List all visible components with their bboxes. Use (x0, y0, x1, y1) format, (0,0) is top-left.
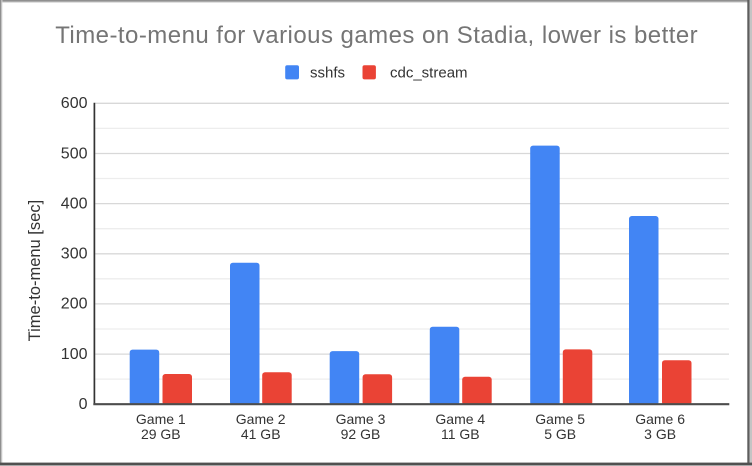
svg-text:200: 200 (61, 296, 88, 313)
svg-text:600: 600 (61, 95, 88, 112)
svg-text:100: 100 (61, 346, 88, 363)
svg-text:92 GB: 92 GB (341, 426, 381, 442)
svg-text:Game 3: Game 3 (336, 411, 386, 427)
svg-text:Game 6: Game 6 (635, 411, 685, 427)
svg-text:5 GB: 5 GB (544, 426, 576, 442)
svg-text:Time-to-menu for various games: Time-to-menu for various games on Stadia… (55, 22, 698, 49)
svg-text:29 GB: 29 GB (141, 426, 181, 442)
svg-text:cdc_stream: cdc_stream (390, 65, 468, 82)
svg-text:Game 4: Game 4 (435, 411, 485, 427)
svg-text:3 GB: 3 GB (644, 426, 676, 442)
svg-text:41 GB: 41 GB (241, 426, 281, 442)
svg-text:300: 300 (61, 246, 88, 263)
svg-text:0: 0 (79, 396, 88, 413)
svg-text:400: 400 (61, 195, 88, 212)
svg-text:Game 5: Game 5 (535, 411, 585, 427)
svg-text:Game 2: Game 2 (236, 411, 286, 427)
svg-text:sshfs: sshfs (310, 65, 345, 82)
svg-text:Time-to-menu [sec]: Time-to-menu [sec] (26, 200, 44, 342)
svg-text:500: 500 (61, 145, 88, 162)
svg-text:Game 1: Game 1 (136, 411, 186, 427)
svg-text:11 GB: 11 GB (441, 426, 480, 442)
